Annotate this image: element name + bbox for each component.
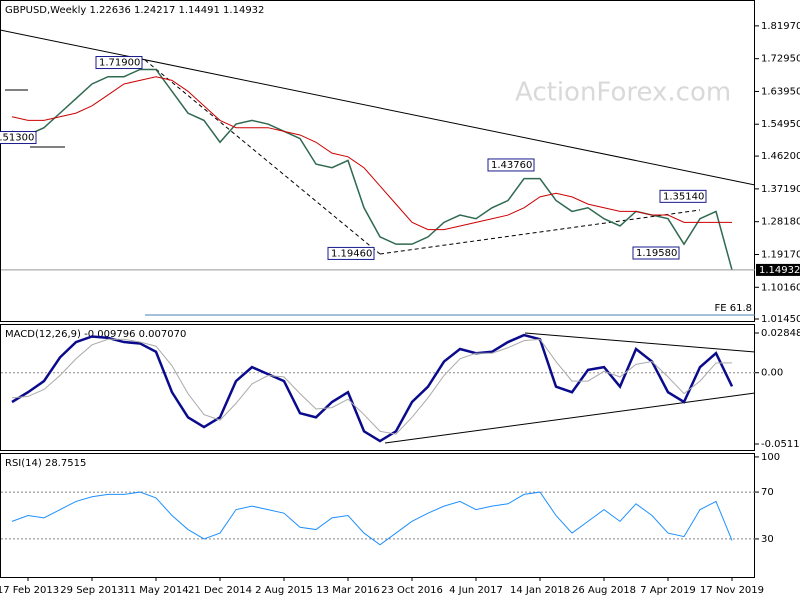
panel-frame	[0, 324, 755, 451]
panel-title: RSI(14) 28.7515	[5, 458, 86, 469]
y-tick-label: 100	[761, 452, 780, 463]
annotation-box	[659, 189, 707, 203]
x-tick-label: 26 Aug 2018	[572, 585, 636, 596]
trend-line	[379, 209, 701, 255]
x-tick-label: 21 Dec 2014	[188, 585, 252, 596]
series-line	[11, 68, 733, 271]
y-tick-label: 0.028489	[761, 328, 800, 339]
annotation-label: 1.71900	[99, 58, 140, 69]
x-tick-label: 4 Jun 2017	[449, 585, 503, 596]
trend-line	[144, 59, 381, 255]
series-line	[11, 76, 732, 231]
current-price-label: 1.14932	[759, 265, 800, 276]
x-tick-label: 17 Feb 2013	[0, 585, 59, 596]
x-tick-label: 29 Sep 2013	[60, 585, 123, 596]
x-tick-label: 23 Oct 2016	[381, 585, 443, 596]
fe-level-label: FE 61.8	[714, 303, 752, 314]
x-tick-label: 2 Aug 2015	[255, 585, 313, 596]
y-tick-label: 1.19170	[761, 249, 800, 260]
annotation-box	[327, 246, 375, 260]
x-tick-label: 17 Nov 2019	[700, 585, 764, 596]
x-tick-label: 11 May 2014	[123, 585, 188, 596]
y-tick-label: 1.63950	[761, 86, 800, 97]
annotation-label: 1.19580	[636, 248, 677, 259]
x-tick-label: 13 Mar 2016	[316, 585, 379, 596]
y-tick-label: 1.37190	[761, 184, 800, 195]
x-tick-label: 7 Apr 2019	[640, 585, 695, 596]
y-tick-label: 70	[761, 487, 774, 498]
annotation-box	[0, 131, 37, 145]
y-tick-label: 1.28180	[761, 217, 800, 228]
panel-frame	[0, 0, 755, 322]
annotation-box	[487, 158, 535, 172]
chart-title: GBPUSD,Weekly 1.22636 1.24217 1.14491 1.…	[5, 5, 264, 16]
y-tick-label: 1.81970	[761, 21, 800, 32]
trend-line	[0, 29, 756, 186]
trend-line	[384, 392, 756, 444]
annotation-box	[95, 56, 143, 70]
trend-line	[524, 332, 756, 353]
panel-frame	[0, 453, 755, 578]
current-price-box	[756, 263, 800, 276]
x-tick-label: 14 Jan 2018	[510, 585, 570, 596]
y-tick-label: 1.54950	[761, 119, 800, 130]
annotation-label: 1.35140	[663, 191, 704, 202]
panel-title: MACD(12,26,9) -0.009796 0.007070	[5, 329, 186, 340]
annotation-label: 1.43760	[491, 160, 532, 171]
y-tick-label: 30	[761, 534, 774, 545]
series-line	[11, 491, 733, 546]
annotation-box	[632, 246, 680, 260]
series-line	[11, 333, 734, 443]
annotation-label: 1.51300	[0, 133, 34, 144]
y-tick-label: 1.72950	[761, 54, 800, 65]
y-tick-label: 1.01450	[761, 314, 800, 325]
watermark: ActionForex.com	[515, 78, 731, 108]
y-tick-label: 1.10160	[761, 282, 800, 293]
y-tick-label: -0.051125	[761, 439, 800, 450]
y-tick-label: 0.00	[761, 368, 783, 379]
annotation-label: 1.19460	[331, 248, 372, 259]
y-tick-label: 1.46200	[761, 151, 800, 162]
series-line	[11, 338, 733, 435]
